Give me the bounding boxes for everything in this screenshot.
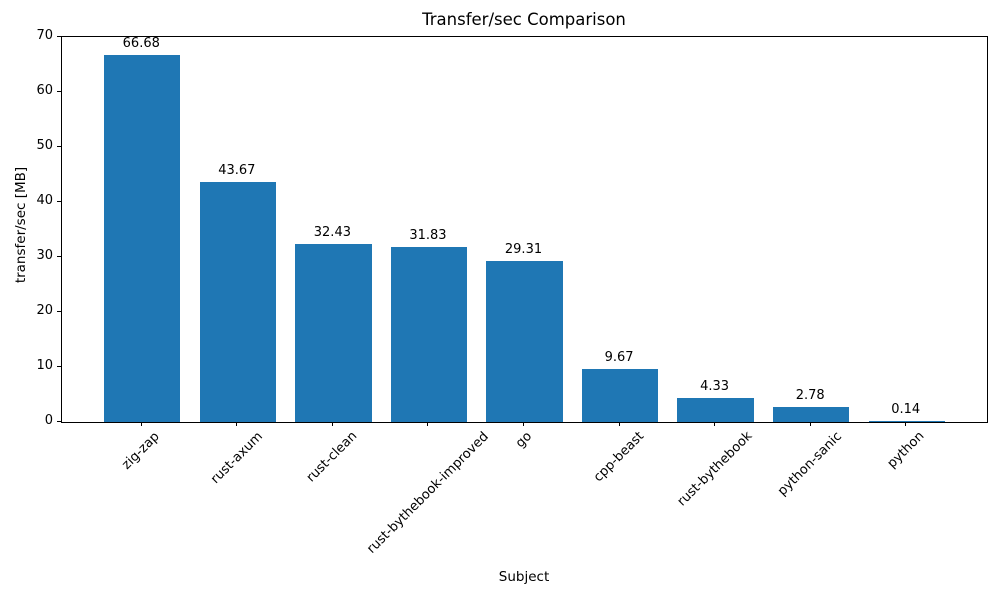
x-tick-label-python: python [884,428,928,472]
y-axis-tick-mark [57,35,61,37]
bar-value-label: 9.67 [604,349,634,365]
x-tick-label-zig-zap: zig-zap [119,428,163,473]
bar-value-label: 43.67 [218,162,256,178]
y-tick-label: 40 [36,193,53,208]
bar-go [486,260,563,422]
bar-rust-axum [199,181,277,422]
x-axis-label: Subject [498,569,550,585]
y-tick-label: 50 [36,138,53,153]
bar-rust-clean [295,243,372,422]
bar-value-label: 0.14 [891,402,921,418]
y-axis-tick-mark [57,200,61,202]
y-tick-label: 60 [36,83,53,98]
x-tick-label-python-sanic: python-sanic [775,429,846,499]
x-tick-label-rust-clean: rust-clean [304,428,361,486]
y-axis-tick-mark [57,310,61,312]
y-axis-tick-mark [57,255,61,257]
x-axis-tick-mark [618,422,620,426]
y-axis-tick-mark [57,365,61,367]
bar-python [868,421,945,422]
bar-value-label: 2.78 [795,387,825,403]
y-tick-label: 70 [36,28,53,43]
x-tick-label-go: go [512,428,535,451]
bar-value-label: 4.33 [700,379,730,395]
y-tick-label: 30 [36,248,53,263]
bar-value-label: 32.43 [313,224,351,240]
y-tick-label: 20 [36,303,53,318]
chart-title: Transfer/sec Comparison [422,10,626,29]
bar-rust-bythebook-improved [390,246,468,422]
x-tick-label-rust-bythebook: rust-bythebook [674,428,755,510]
bar-rust-bythebook [677,398,754,422]
x-tick-label-rust-axum: rust-axum [207,429,266,487]
bar-value-label: 29.31 [504,241,543,257]
x-axis-tick-mark [714,422,716,426]
bar-cpp-beast [581,368,659,422]
x-tick-label-cpp-beast: cpp-beast [590,428,648,486]
y-axis-tick-mark [57,420,61,422]
y-axis-tick-mark [57,90,61,92]
bar-zig-zap [104,55,181,422]
x-axis-tick-mark [523,422,524,426]
x-axis-tick-mark [140,422,142,426]
y-axis-label: transfer/sec [MB] [13,166,29,284]
x-axis-tick-mark [905,422,907,426]
plot-area [61,36,988,423]
y-axis-tick-mark [57,145,61,147]
y-tick-label: 10 [36,358,53,373]
x-tick-label-rust-bythebook-improved: rust-bythebook-improved [364,428,492,557]
bar-value-label: 66.68 [122,36,160,52]
y-tick-label: 0 [44,413,53,428]
x-axis-tick-mark [809,422,811,426]
x-axis-tick-mark [427,422,429,426]
x-axis-tick-mark [236,422,238,426]
bar-python-sanic [772,406,850,422]
bar-value-label: 31.83 [409,227,447,243]
x-axis-tick-mark [331,422,333,426]
